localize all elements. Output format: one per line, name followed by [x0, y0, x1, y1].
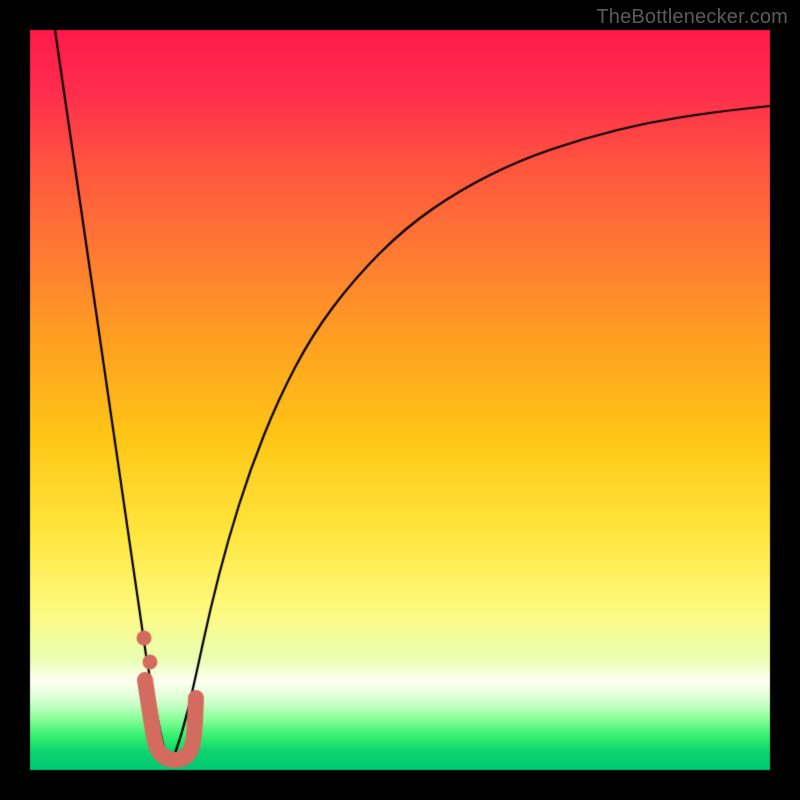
chart-container: TheBottlenecker.com: [0, 0, 800, 800]
bottleneck-chart-canvas: [0, 0, 800, 800]
watermark-text: TheBottlenecker.com: [596, 6, 788, 29]
